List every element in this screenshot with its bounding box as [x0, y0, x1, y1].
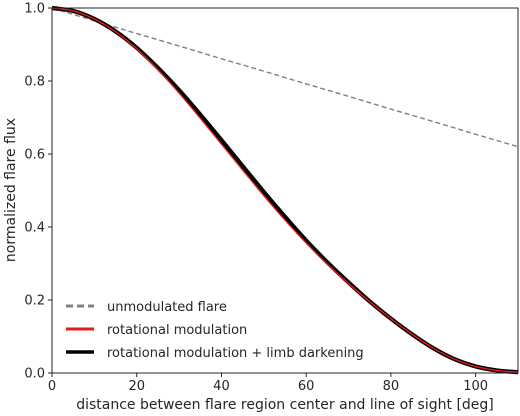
y-tick-label: 0.2: [24, 294, 45, 309]
x-axis-ticks: 0 20 40 60 80 100: [48, 373, 488, 394]
y-tick-label: 0.8: [24, 75, 45, 90]
y-tick-label: 0.6: [24, 148, 45, 163]
plot-frame: [51, 7, 519, 374]
y-axis-label: normalized flare flux: [3, 118, 19, 262]
y-axis-ticks: 0.0 0.2 0.4 0.6 0.8 1.0: [24, 2, 52, 382]
legend-label-rotational-modulation-limb-darkening: rotational modulation + limb darkening: [107, 346, 364, 361]
y-tick-label: 0.4: [24, 221, 45, 236]
series-line-rotational-modulation: [51, 7, 519, 373]
x-tick-label: 40: [213, 379, 230, 394]
x-tick-label: 0: [48, 379, 56, 394]
y-tick-label: 1.0: [24, 2, 45, 17]
x-tick-label: 60: [298, 379, 315, 394]
legend-label-rotational-modulation: rotational modulation: [107, 323, 247, 338]
x-tick-label: 100: [463, 379, 488, 394]
legend: unmodulated flare rotational modulation …: [66, 300, 364, 361]
x-axis-label: distance between flare region center and…: [76, 397, 494, 413]
x-tick-label: 20: [128, 379, 145, 394]
series-line-unmodulated-flare: [51, 7, 519, 148]
x-tick-label: 80: [383, 379, 400, 394]
legend-label-unmodulated-flare: unmodulated flare: [107, 300, 227, 315]
series-layer: [51, 5, 519, 375]
y-tick-label: 0.0: [24, 367, 45, 382]
series-line-rotational-modulation-limb-darkening: [51, 5, 519, 375]
